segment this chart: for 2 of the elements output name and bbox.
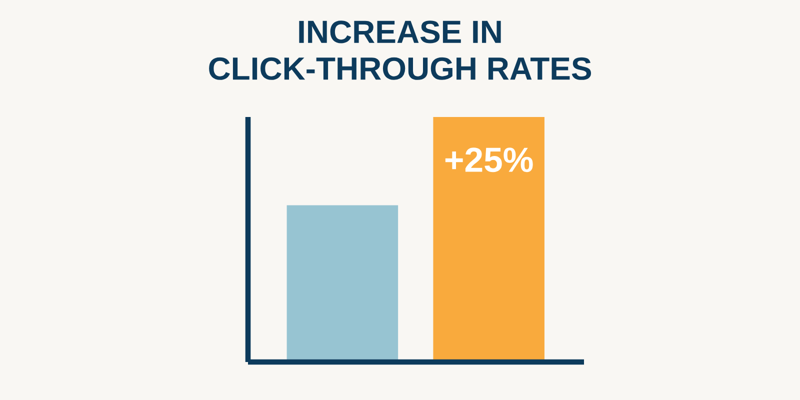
annotation: +25% bbox=[445, 148, 533, 172]
chart-title: INCREASE IN CLICK-THROUGH RATES bbox=[209, 20, 592, 80]
